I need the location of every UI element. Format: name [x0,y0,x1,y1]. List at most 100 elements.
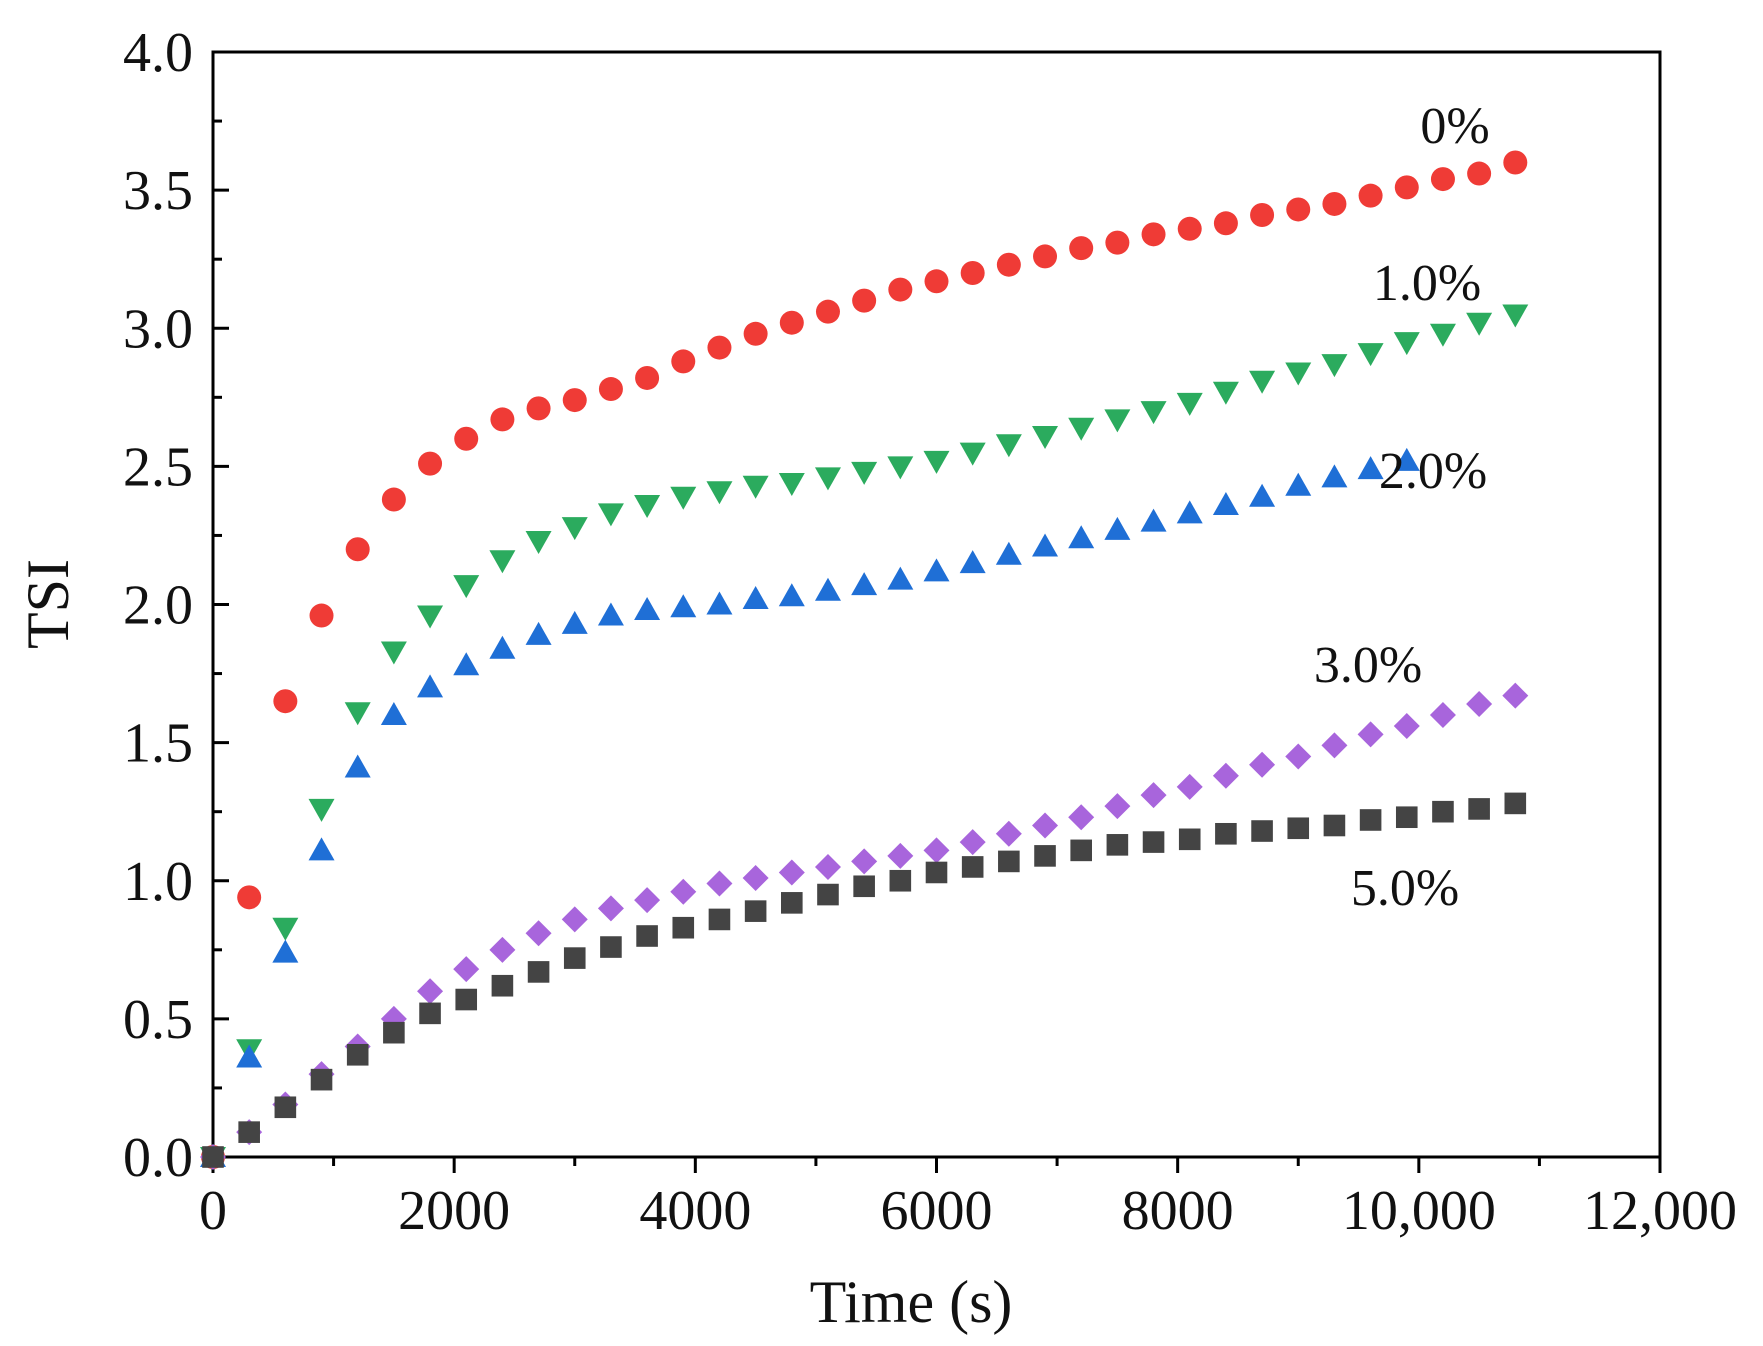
y-tick-label: 0.5 [123,989,193,1051]
data-point [1032,533,1059,557]
data-point [1322,191,1347,216]
series-labels: 0% 1.0% 2.0% 3.0% 5.0% [1314,98,1490,917]
data-point [525,530,552,554]
data-point [454,426,479,451]
data-point [1393,332,1420,356]
data-point [1358,183,1383,208]
data-point [1394,175,1419,200]
y-tick-label: 1.5 [123,713,193,775]
data-point [998,850,1020,873]
data-point [670,594,697,618]
y-tick-label: 1.0 [123,851,193,913]
data-point [1068,525,1095,549]
data-point [308,798,335,822]
y-tick-label: 2.0 [123,575,193,637]
data-point [889,869,912,892]
data-point [1251,820,1273,842]
data-point [598,377,623,402]
y-axis-title: TSI [15,559,81,649]
data-point [634,597,661,621]
data-point [1250,202,1275,227]
data-point [346,1043,369,1066]
data-point [344,702,371,726]
data-point [707,335,732,360]
data-point [888,277,913,302]
data-point [817,883,839,906]
data-point [1104,793,1131,820]
data-point [381,487,406,512]
data-point [1212,762,1239,789]
data-point [887,456,914,480]
data-point [778,859,805,886]
data-point [489,936,516,963]
data-point [1140,508,1167,532]
data-point [1430,167,1455,192]
data-point [636,925,658,947]
data-point [1504,792,1527,815]
data-point [778,583,805,607]
data-point [995,820,1022,847]
series-label-10: 1.0% [1373,255,1481,312]
data-point [924,269,949,294]
data-point [273,689,298,714]
data-point [527,961,550,983]
data-point [490,407,515,432]
data-point [1432,800,1454,823]
data-point [1178,828,1201,851]
data-point [671,349,696,374]
data-point [887,842,914,869]
data-point [851,848,878,875]
data-point [345,537,370,562]
series-10-points [200,304,1529,1170]
series-label-50: 5.0% [1351,860,1459,917]
data-point [1140,401,1167,425]
data-point [380,641,407,665]
data-point [489,635,516,659]
series-label-20: 2.0% [1379,443,1487,500]
data-point [1212,381,1239,405]
data-point [959,550,986,574]
data-point [887,566,914,590]
data-point [1395,806,1418,829]
data-point [383,1021,405,1044]
data-point [1467,161,1492,186]
data-point [274,1096,297,1119]
data-point [814,577,841,601]
data-point [706,481,733,505]
data-point [1287,817,1310,840]
data-point [959,829,986,856]
data-point [1177,216,1202,241]
data-point [202,1146,224,1168]
series-label-0: 0% [1420,98,1489,155]
data-point [1068,804,1095,831]
data-point [781,892,803,914]
x-tick-label: 10,000 [1342,1180,1496,1242]
data-point [1032,425,1059,449]
data-point [1359,809,1382,831]
data-point [455,988,478,1011]
data-point [996,252,1021,277]
data-point [1142,831,1165,853]
data-point [1034,845,1056,867]
x-axis-ticks: 0 2000 4000 6000 8000 10,000 12,000 [199,1157,1737,1242]
data-point [1249,483,1276,507]
x-tick-label: 0 [199,1180,227,1242]
y-tick-label: 2.5 [123,436,193,498]
data-point [1068,417,1095,441]
data-point [1466,312,1493,336]
data-point [309,603,334,628]
data-point [1104,516,1131,540]
x-tick-label: 12,000 [1583,1180,1737,1242]
data-point [960,261,985,285]
data-point [417,978,444,1005]
series-20-points [200,447,1420,1167]
x-tick-label: 2000 [398,1180,510,1242]
data-point [706,870,733,897]
data-point [1032,812,1059,839]
data-point [634,495,661,519]
data-point [344,754,371,778]
x-tick-label: 6000 [881,1180,993,1242]
data-point [925,861,948,884]
data-point [600,936,622,958]
data-point [923,450,950,474]
